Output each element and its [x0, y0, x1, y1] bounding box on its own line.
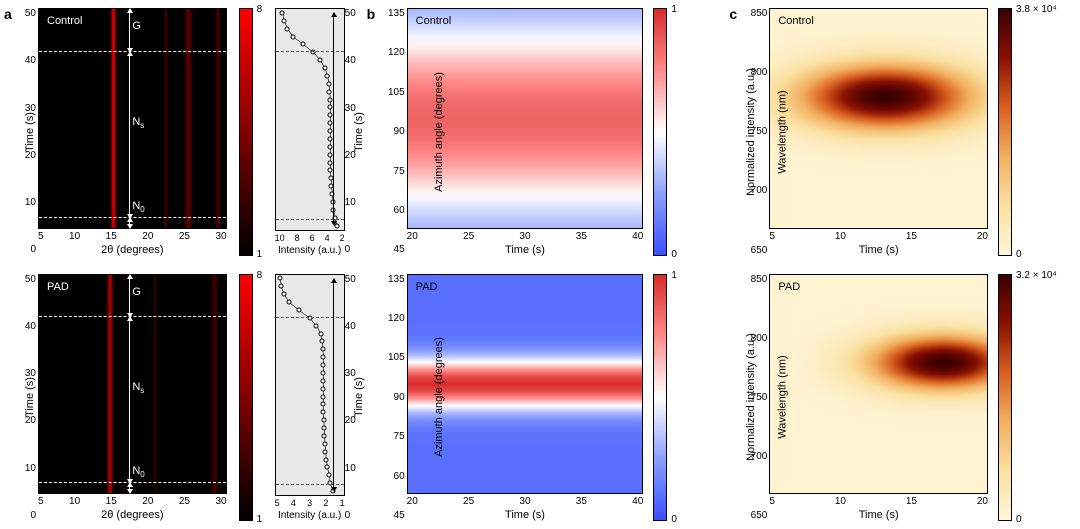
panel-a: a Control GNsN0 01020304050 Time (s) 510…: [6, 8, 345, 521]
label-pad: PAD: [416, 281, 438, 293]
ylabel-azimuth: Azimuth angle (degrees): [433, 72, 445, 192]
panel-a-control-intensity: 01020304050 Time (s) 108642 Intensity (a…: [275, 8, 345, 256]
cbar-max: 8: [257, 270, 263, 281]
label-pad: PAD: [778, 281, 800, 293]
cbar-max: 3.8 × 10⁴: [1016, 4, 1057, 15]
cbar-max: 1: [671, 4, 677, 15]
xlabel-2theta: 2θ (degrees): [38, 244, 227, 256]
cbar-min: 1: [257, 514, 263, 525]
panel-c-pad-heatmap: PAD 650700750800850 Wavelength (nm) 5101…: [769, 274, 988, 522]
panel-a-control-colorbar: 8 1: [239, 8, 253, 256]
panel-c-control-row: Control 650700750800850 Wavelength (nm) …: [731, 8, 1070, 256]
panel-b: b Control 45607590105120135 Azimuth angl…: [369, 8, 708, 521]
cbar-max: 3.2 × 10⁴: [1016, 270, 1057, 281]
panel-c-pad-row: PAD 650700750800850 Wavelength (nm) 5101…: [731, 274, 1070, 522]
panel-a-pad-row: PAD GNsN0 01020304050 Time (s) 510152025…: [6, 274, 345, 522]
label-control: Control: [47, 15, 82, 27]
panel-a-pad-colorbar: 8 1: [239, 274, 253, 522]
panel-letter-b: b: [367, 6, 376, 22]
panel-letter-a: a: [4, 6, 12, 22]
ylabel-time: Time (s): [24, 377, 36, 417]
xlabel-time: Time (s): [407, 244, 644, 256]
ylabel-time-r: Time (s): [353, 112, 365, 152]
xlabel-time: Time (s): [769, 509, 988, 521]
panel-letter-c: c: [729, 6, 737, 22]
panel-a-control-row: Control GNsN0 01020304050 Time (s) 51015…: [6, 8, 345, 256]
panel-b-control-colorbar: 1 0 Normalized intensity (a.u.): [653, 8, 667, 256]
ylabel-time-r: Time (s): [353, 377, 365, 417]
xlabel-time: Time (s): [769, 244, 988, 256]
panel-b-pad-heatmap: PAD 45607590105120135 Azimuth angle (deg…: [407, 274, 644, 522]
label-pad: PAD: [47, 281, 69, 293]
ylabel-wavelength: Wavelength (nm): [777, 90, 789, 173]
xlabel-intensity: Intensity (a.u.): [275, 245, 345, 256]
panel-c-control-heatmap: Control 650700750800850 Wavelength (nm) …: [769, 8, 988, 256]
panel-b-pad-colorbar: 1 0 Normalized intensity (a.u.): [653, 274, 667, 522]
label-control: Control: [416, 15, 451, 27]
xlabel-time: Time (s): [407, 509, 644, 521]
ylabel-wavelength: Wavelength (nm): [777, 356, 789, 439]
label-control: Control: [778, 15, 813, 27]
panel-a-pad-heatmap: PAD GNsN0 01020304050 Time (s) 510152025…: [38, 274, 227, 522]
ylabel-azimuth: Azimuth angle (degrees): [433, 337, 445, 457]
panel-c-control-colorbar: 3.8 × 10⁴ 0 Photoluminescenceintensity (…: [998, 8, 1012, 256]
panel-a-pad-intensity: 01020304050 Time (s) 54321 Intensity (a.…: [275, 274, 345, 522]
figure: a Control GNsN0 01020304050 Time (s) 510…: [0, 0, 1080, 529]
panel-b-control-heatmap: Control 45607590105120135 Azimuth angle …: [407, 8, 644, 256]
cbar-min: 0: [671, 514, 677, 525]
cbar-min: 0: [671, 249, 677, 260]
cbar-min: 0: [1016, 514, 1022, 525]
xlabel-2theta: 2θ (degrees): [38, 509, 227, 521]
cbar-max: 8: [257, 4, 263, 15]
panel-a-control-heatmap: Control GNsN0 01020304050 Time (s) 51015…: [38, 8, 227, 256]
panel-c-pad-colorbar: 3.2 × 10⁴ 0 Photoluminescenceintensity (…: [998, 274, 1012, 522]
ylabel-time: Time (s): [24, 112, 36, 152]
cbar-max: 1: [671, 270, 677, 281]
panel-b-pad-row: PAD 45607590105120135 Azimuth angle (deg…: [369, 274, 708, 522]
xlabel-intensity: Intensity (a.u.): [275, 510, 345, 521]
cbar-min: 1: [257, 249, 263, 260]
panel-c: c Control 650700750800850 Wavelength (nm…: [731, 8, 1070, 521]
panel-b-control-row: Control 45607590105120135 Azimuth angle …: [369, 8, 708, 256]
cbar-min: 0: [1016, 249, 1022, 260]
